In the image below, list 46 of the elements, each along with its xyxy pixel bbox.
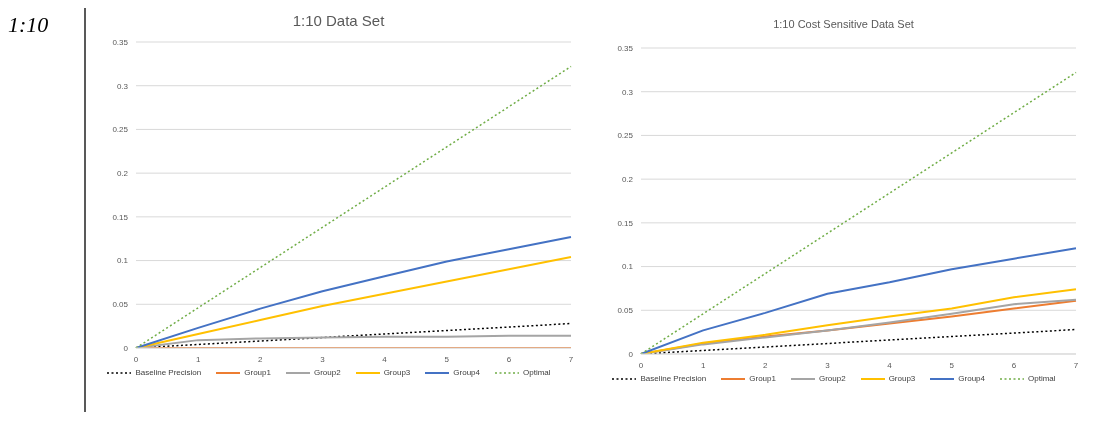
y-tick-label: 0.2 <box>621 174 634 184</box>
y-tick-label: 0.35 <box>112 37 129 47</box>
legend-label: Baseline Precision <box>135 368 202 377</box>
x-tick-label: 1 <box>700 360 706 370</box>
y-tick-label: 0 <box>123 343 129 353</box>
y-tick-label: 0.15 <box>112 212 129 222</box>
x-tick-label: 5 <box>949 360 955 370</box>
legend-label: Group1 <box>749 374 776 383</box>
legend-label: Baseline Precision <box>640 374 707 383</box>
y-tick-label: 0.2 <box>116 168 129 178</box>
y-tick-label: 0.1 <box>621 262 634 272</box>
x-tick-label: 0 <box>133 354 139 364</box>
legend-label: Group4 <box>453 368 480 377</box>
x-tick-label: 5 <box>444 354 450 364</box>
y-tick-label: 0.1 <box>116 256 129 266</box>
y-tick-label: 0.05 <box>112 300 129 310</box>
legend-label: Group2 <box>818 374 846 383</box>
text: 1:10 <box>8 12 50 38</box>
x-tick-label: 6 <box>506 354 512 364</box>
legend-label: Group1 <box>244 368 271 377</box>
legend-label: Group3 <box>383 368 411 377</box>
legend-label: Group4 <box>958 374 985 383</box>
y-tick-label: 0.25 <box>617 131 634 141</box>
y-tick-label: 0.35 <box>617 43 634 53</box>
chart-title: 1:10 Data Set <box>291 12 386 31</box>
legend-label: Optimal <box>523 368 551 377</box>
x-tick-label: 0 <box>638 360 644 370</box>
x-tick-label: 3 <box>320 354 326 364</box>
legend-label: Optimal <box>1028 374 1056 383</box>
x-tick-label: 7 <box>568 354 574 364</box>
chart-title: 1:10 Cost Sensitive Data Set <box>772 18 915 32</box>
y-tick-label: 0.05 <box>617 306 634 316</box>
legend-label: Group2 <box>313 368 341 377</box>
legend-label: Group3 <box>888 374 916 383</box>
y-tick-label: 0.3 <box>116 81 129 91</box>
y-tick-label: 0.15 <box>617 218 634 228</box>
x-tick-label: 3 <box>825 360 831 370</box>
x-tick-label: 6 <box>1011 360 1017 370</box>
x-tick-label: 1 <box>195 354 201 364</box>
x-tick-label: 7 <box>1073 360 1079 370</box>
x-tick-label: 2 <box>763 360 769 370</box>
x-tick-label: 4 <box>382 354 388 364</box>
y-tick-label: 0.3 <box>621 87 634 97</box>
y-tick-label: 0.25 <box>112 125 129 135</box>
x-tick-label: 4 <box>887 360 893 370</box>
x-tick-label: 2 <box>258 354 264 364</box>
